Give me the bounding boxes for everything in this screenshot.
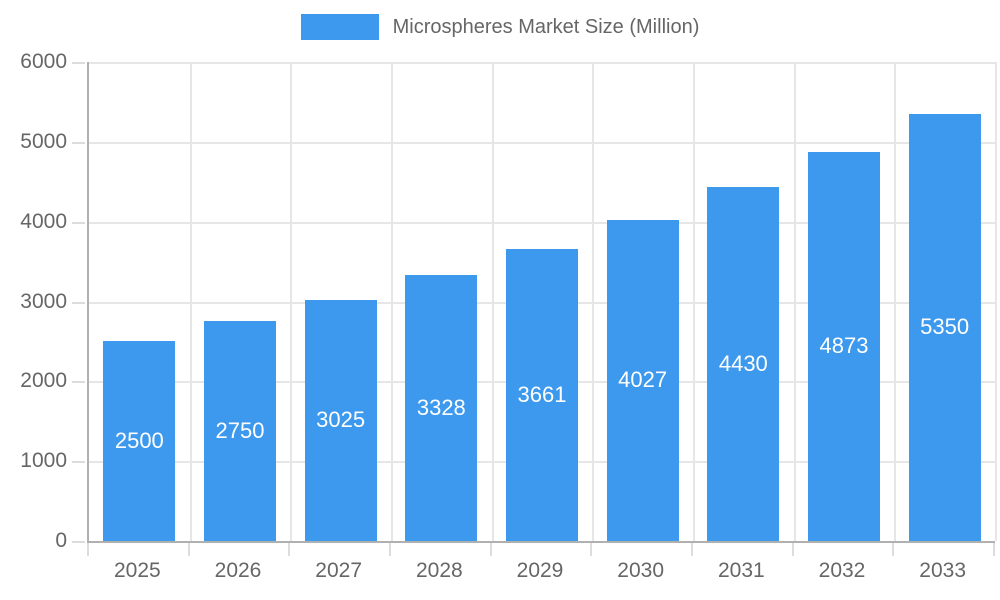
gridline-vertical	[189, 62, 192, 541]
x-axis-tick	[389, 543, 391, 556]
gridline-vertical	[894, 62, 897, 541]
x-axis-tick	[489, 543, 492, 556]
x-axis-tick	[590, 543, 593, 556]
x-axis-label: 2030	[617, 559, 665, 582]
x-axis-tick	[87, 543, 89, 556]
bar-2032[interactable]: 4873	[808, 151, 880, 541]
x-axis-tick	[791, 543, 794, 556]
y-axis-label: 6000	[20, 50, 67, 73]
bar-value-label: 4027	[618, 367, 668, 393]
bar-2027[interactable]: 3025	[304, 299, 377, 541]
y-axis-tick	[72, 62, 85, 64]
bar-value-label: 2750	[215, 418, 265, 444]
y-axis-label: 1000	[20, 449, 67, 473]
bar-2030[interactable]: 4027	[606, 219, 679, 541]
y-axis-label: 5000	[20, 129, 67, 153]
bar-2028[interactable]: 3328	[405, 275, 478, 541]
x-axis-label: 2026	[214, 559, 262, 582]
y-axis-label: 4000	[20, 209, 67, 233]
bar-value-label: 4430	[718, 351, 768, 377]
x-axis-tick	[187, 543, 190, 556]
legend-swatch-icon	[300, 14, 379, 40]
y-axis-label: 3000	[20, 289, 67, 313]
plot-area: 2500 2750 3025 3328 3661 4027 4430 4873 5350	[87, 62, 997, 543]
x-axis-label: 2025	[113, 559, 161, 582]
y-axis-tick	[72, 301, 85, 304]
y-axis-label: 0	[55, 529, 67, 552]
bar-2033[interactable]: 5350	[908, 113, 981, 541]
bar-2029[interactable]: 3661	[506, 248, 578, 541]
bar-2026[interactable]: 2750	[204, 321, 276, 541]
x-axis-label: 2033	[919, 559, 967, 582]
bar-value-label: 5350	[920, 314, 970, 340]
x-axis-tick	[691, 543, 693, 556]
x-axis-label: 2029	[516, 559, 564, 582]
x-axis-label: 2031	[717, 559, 765, 582]
gridline-horizontal	[89, 221, 995, 224]
gridline-vertical	[793, 62, 796, 541]
gridline-vertical	[391, 62, 393, 541]
gridline-vertical	[592, 62, 595, 541]
y-axis-tick	[72, 541, 85, 543]
gridline-vertical	[491, 62, 494, 541]
x-axis-tick	[288, 543, 291, 556]
gridline-vertical	[995, 62, 997, 541]
gridline-vertical	[290, 62, 293, 541]
bar-2031[interactable]: 4430	[707, 187, 780, 541]
y-axis-label: 2000	[20, 369, 67, 393]
bar-value-label: 4873	[819, 333, 869, 359]
y-axis-tick	[72, 141, 85, 144]
x-axis-label: 2027	[315, 559, 363, 582]
x-axis-tick	[993, 543, 995, 556]
x-axis-tick	[892, 543, 895, 556]
y-axis-tick	[72, 221, 85, 224]
gridline-horizontal	[89, 62, 995, 64]
y-axis-tick	[72, 461, 85, 464]
bar-value-label: 2500	[114, 428, 164, 454]
bar-value-label: 3661	[517, 381, 567, 407]
bar-value-label: 3025	[316, 407, 366, 433]
x-axis-label: 2032	[818, 559, 866, 582]
x-axis-label: 2028	[415, 559, 463, 582]
legend[interactable]: Microspheres Market Size (Million)	[0, 14, 1000, 40]
y-axis-tick	[72, 381, 85, 384]
bar-2025[interactable]: 2500	[103, 341, 176, 541]
gridline-vertical	[693, 62, 695, 541]
legend-label: Microspheres Market Size (Million)	[392, 15, 700, 38]
gridline-horizontal	[89, 141, 995, 144]
bar-value-label: 3328	[416, 395, 466, 421]
